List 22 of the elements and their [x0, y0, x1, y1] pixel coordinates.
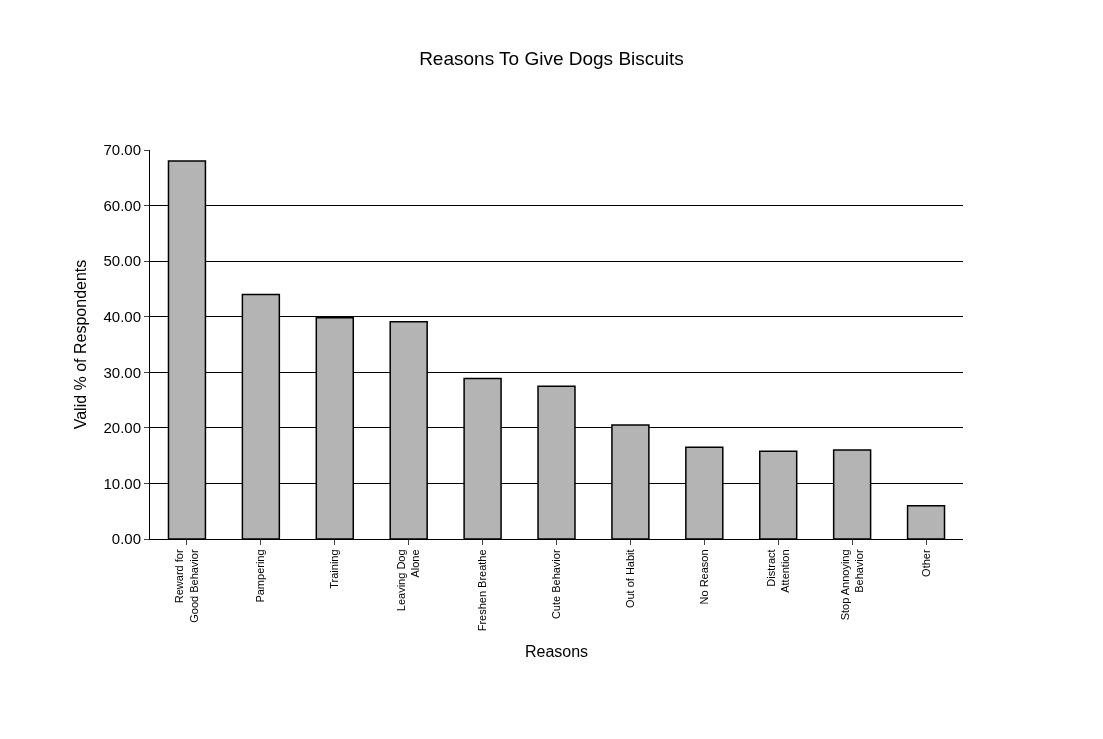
- x-tick-label: Freshen Breathe: [476, 549, 489, 632]
- x-tick-label: Leaving Dog Alone: [395, 549, 422, 612]
- y-tick-label: 50.00: [103, 252, 141, 270]
- chart-title: Reasons To Give Dogs Biscuits: [419, 48, 684, 70]
- x-tick-label: Stop Annoying Behavior: [838, 549, 865, 621]
- x-tick-label: No Reason: [697, 549, 710, 605]
- y-axis-title: Valid % of Respondents: [72, 259, 90, 430]
- y-tick-label: 30.00: [103, 363, 141, 381]
- x-tick-label: Reward for Good Behavior: [173, 549, 200, 623]
- x-tick-label: Other: [919, 549, 932, 577]
- x-tick-label: Distract Attention: [764, 549, 791, 593]
- x-tick-label: Pampering: [254, 549, 267, 603]
- x-tick-label: Cute Behavior: [550, 549, 563, 620]
- x-tick-label: Out of Habit: [623, 549, 636, 609]
- y-tick-label: 20.00: [103, 419, 141, 437]
- y-tick-label: 60.00: [103, 196, 141, 214]
- y-tick-label: 40.00: [103, 307, 141, 325]
- x-axis-title: Reasons: [524, 643, 589, 661]
- y-tick-label: 70.00: [103, 141, 141, 159]
- y-tick-label: 10.00: [103, 474, 141, 492]
- x-tick-label: Training: [328, 549, 341, 589]
- y-tick-label: 0.00: [111, 530, 141, 548]
